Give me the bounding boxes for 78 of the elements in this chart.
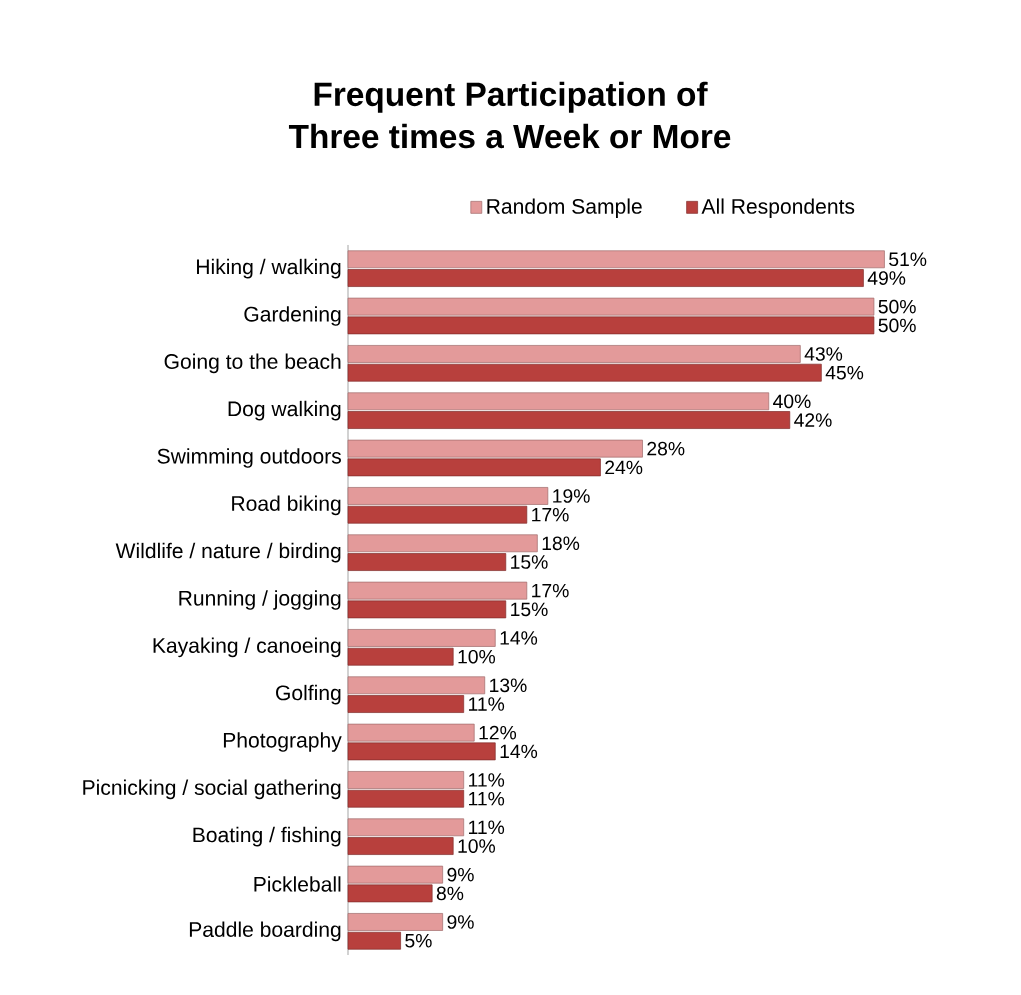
data-label: 10% xyxy=(458,839,496,853)
bar xyxy=(347,316,875,335)
bar xyxy=(347,581,528,600)
data-label: 11% xyxy=(469,773,505,787)
bar xyxy=(347,297,875,316)
data-label: 17% xyxy=(532,507,569,522)
y-tick-label: Paddle boarding xyxy=(189,921,341,942)
data-label: 15% xyxy=(511,602,548,617)
bar xyxy=(347,771,465,789)
data-label: 19% xyxy=(553,489,590,503)
data-label: 50% xyxy=(878,318,916,333)
bar xyxy=(347,676,486,695)
bar xyxy=(347,505,528,524)
data-label: 18% xyxy=(542,536,580,551)
data-label: 42% xyxy=(794,413,832,427)
data-label: 5% xyxy=(405,933,432,948)
data-label: 17% xyxy=(532,583,569,598)
chart-title: Frequent Participation of Three times a Week or More xyxy=(288,81,731,149)
data-label: 12% xyxy=(479,725,517,740)
y-tick-label: Pickleball xyxy=(254,876,341,892)
bar xyxy=(347,553,507,571)
data-label: 51% xyxy=(889,252,927,267)
bar xyxy=(347,837,454,855)
bar xyxy=(347,742,496,761)
bar xyxy=(347,884,433,903)
legend-label: Random Sample xyxy=(487,198,642,219)
data-label: 49% xyxy=(867,271,906,285)
data-label: 10% xyxy=(458,649,496,664)
data-label: 9% xyxy=(447,867,474,882)
data-label: 28% xyxy=(647,441,685,456)
bar xyxy=(347,931,401,950)
data-label: 8% xyxy=(436,886,464,901)
bar xyxy=(347,534,538,553)
data-label: 11% xyxy=(469,697,505,711)
y-tick-label: Swimming outdoors xyxy=(157,448,341,468)
data-label: 13% xyxy=(490,678,527,693)
y-tick-label: Picnicking / social gathering xyxy=(83,779,341,800)
bar xyxy=(347,345,801,363)
bar xyxy=(347,647,454,666)
y-tick-label: Wildlife / nature / birding xyxy=(115,542,341,563)
bar xyxy=(347,865,444,884)
y-tick-label: Golfing xyxy=(276,684,341,705)
data-label: 45% xyxy=(825,365,864,380)
bar xyxy=(347,392,770,411)
y-tick-label: Road biking xyxy=(232,495,341,516)
bar xyxy=(347,723,475,742)
data-label: 43% xyxy=(804,347,843,361)
bar xyxy=(347,487,549,505)
bar xyxy=(347,411,791,429)
y-tick-label: Going to the beach xyxy=(164,353,341,374)
legend-label: All Respondents xyxy=(701,198,855,219)
data-label: 9% xyxy=(447,915,474,929)
bar xyxy=(347,600,507,619)
data-label: 50% xyxy=(878,299,916,314)
bar xyxy=(347,269,864,287)
bar xyxy=(347,789,465,808)
y-tick-label: Dog walking xyxy=(228,400,341,421)
bar xyxy=(347,913,444,931)
data-label: 14% xyxy=(500,631,538,645)
data-label: 15% xyxy=(511,555,548,569)
bar xyxy=(347,363,822,382)
data-label: 14% xyxy=(500,744,538,759)
y-tick-label: Gardening xyxy=(244,306,341,326)
y-tick-label: Hiking / walking xyxy=(197,258,341,279)
bar xyxy=(347,629,496,647)
bar xyxy=(347,818,465,837)
y-tick-label: Boating / fishing xyxy=(193,826,341,847)
bar xyxy=(347,695,465,713)
bar xyxy=(347,250,885,269)
data-label: 11% xyxy=(469,791,505,806)
y-tick-label: Kayaking / canoeing xyxy=(153,637,341,658)
data-label: 24% xyxy=(605,460,643,475)
bar xyxy=(347,458,601,477)
data-label: 40% xyxy=(773,394,811,409)
data-label: 11% xyxy=(469,820,505,835)
bar xyxy=(347,439,643,458)
y-tick-label: Running / jogging xyxy=(179,590,341,610)
y-tick-label: Photography xyxy=(223,732,342,752)
